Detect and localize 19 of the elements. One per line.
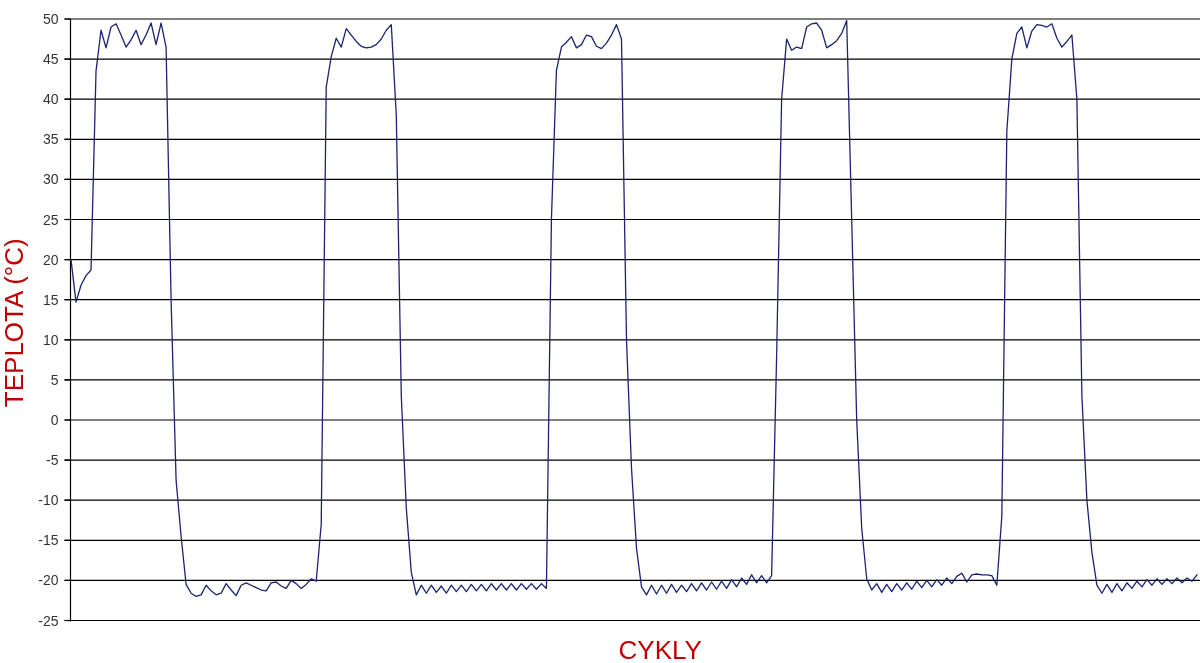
y-tick-label: -25 <box>38 612 59 629</box>
y-tick-label: 5 <box>50 371 59 388</box>
y-tick-label: -10 <box>38 492 59 509</box>
y-tick-label: -15 <box>38 532 59 549</box>
y-tick-label: 35 <box>42 131 59 148</box>
y-axis-title: TEPLOTA (°C) <box>0 238 29 408</box>
y-tick-label: 10 <box>42 331 59 348</box>
y-tick-label: 15 <box>42 291 59 308</box>
y-tick-label: 50 <box>42 11 59 27</box>
y-tick-label: -20 <box>38 572 59 589</box>
y-tick-label: 40 <box>42 91 59 108</box>
y-tick-label: 25 <box>42 211 59 228</box>
y-tick-label: 20 <box>42 251 59 268</box>
line-series <box>70 19 1198 598</box>
y-tick-label: 0 <box>50 412 59 428</box>
y-tick-label: 30 <box>42 171 59 188</box>
y-tick-label: -5 <box>46 452 59 469</box>
x-axis-title: CYKLY <box>618 635 702 663</box>
y-tick-label: 45 <box>42 51 59 68</box>
